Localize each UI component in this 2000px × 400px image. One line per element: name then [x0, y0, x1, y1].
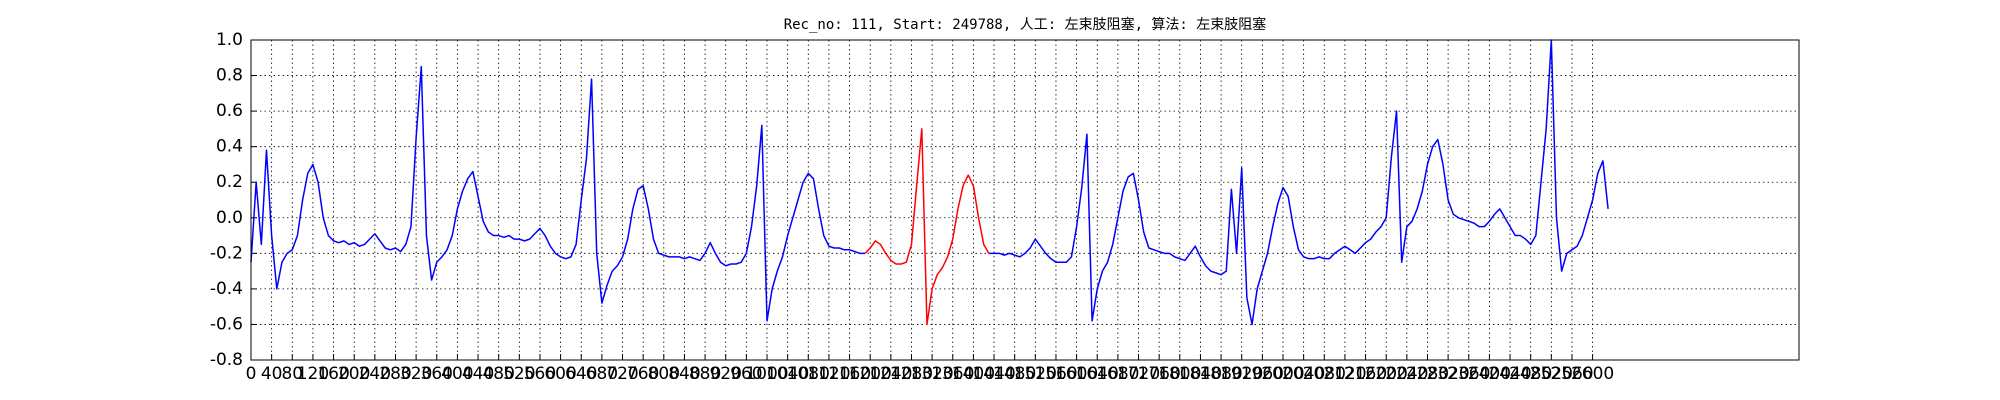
x-tick-label: 1160: [828, 364, 871, 384]
x-tick-label: 880: [689, 364, 721, 384]
x-tick-label: 600: [544, 364, 576, 384]
x-tick-label: 2560: [1550, 364, 1593, 384]
plot-frame: [250, 39, 1800, 361]
x-tick-label: 2200: [1365, 364, 1408, 384]
x-tick-label: 960: [730, 364, 762, 384]
x-tick-label: 2320: [1426, 364, 1469, 384]
x-tick-label: 1480: [993, 364, 1036, 384]
y-tick-label: 0.8: [216, 66, 243, 86]
x-tick-label: 1360: [931, 364, 974, 384]
y-tick-label: -0.4: [210, 279, 243, 299]
x-tick-label: 1120: [807, 364, 850, 384]
x-tick-label: 360: [421, 364, 453, 384]
y-tick-label: -0.2: [210, 243, 243, 263]
x-tick-label: 1960: [1241, 364, 1284, 384]
x-tick-label: 840: [668, 364, 700, 384]
x-tick-label: 320: [400, 364, 432, 384]
y-tick-label: 1.0: [216, 30, 243, 50]
x-tick-label: 560: [524, 364, 556, 384]
x-tick-label: 800: [648, 364, 680, 384]
x-tick-label: 2400: [1468, 364, 1511, 384]
x-tick-label: 1240: [869, 364, 912, 384]
x-tick-label: 2160: [1344, 364, 1387, 384]
x-tick-label: 240: [359, 364, 391, 384]
x-tick-label: 920: [709, 364, 741, 384]
x-tick-label: 720: [606, 364, 638, 384]
x-tick-label: 1720: [1117, 364, 1160, 384]
x-tick-label: 2520: [1530, 364, 1573, 384]
y-tick-label: 0.4: [216, 137, 243, 157]
y-tick-label: 0.2: [216, 172, 243, 192]
x-tick-label: 1640: [1076, 364, 1119, 384]
x-tick-label: 160: [317, 364, 349, 384]
x-tick-label: 80: [281, 364, 303, 384]
y-tick-label: -0.6: [210, 314, 243, 334]
x-tick-label: 2120: [1323, 364, 1366, 384]
x-tick-label: 1320: [910, 364, 953, 384]
x-tick-label: 1600: [1055, 364, 1098, 384]
x-tick-label: 1200: [849, 364, 892, 384]
x-tick-label: 1440: [972, 364, 1015, 384]
x-tick-label: 200: [338, 364, 370, 384]
x-tick-label: 1000: [745, 364, 788, 384]
x-tick-label: 1760: [1138, 364, 1181, 384]
x-tick-label: 2040: [1282, 364, 1325, 384]
x-tick-label: 2080: [1303, 364, 1346, 384]
chart-title: Rec_no: 111, Start: 249788, 人工: 左束肢阻塞, 算…: [784, 16, 1267, 33]
x-tick-label: 2440: [1488, 364, 1531, 384]
x-tick-label: 1080: [787, 364, 830, 384]
x-tick-label: 1520: [1014, 364, 1057, 384]
x-tick-label: 1280: [890, 364, 933, 384]
x-tick-label: 480: [482, 364, 514, 384]
x-tick-label: 120: [297, 364, 329, 384]
x-tick-label: 1800: [1158, 364, 1201, 384]
x-tick-label: 1680: [1096, 364, 1139, 384]
x-tick-label: 1880: [1199, 364, 1242, 384]
x-tick-label: 680: [586, 364, 618, 384]
x-tick-label: 280: [379, 364, 411, 384]
x-tick-label: 2240: [1385, 364, 1428, 384]
y-tick-label: 0.6: [216, 101, 243, 121]
ecg-line: [864, 128, 990, 326]
x-tick-label: 760: [627, 364, 659, 384]
x-tick-label: 1040: [766, 364, 809, 384]
x-tick-label: 640: [565, 364, 597, 384]
x-tick-label: 520: [503, 364, 535, 384]
y-tick-label: -0.8: [210, 350, 243, 370]
ecg-line: [250, 39, 1609, 326]
x-tick-label: 1840: [1179, 364, 1222, 384]
x-tick-label: 2480: [1509, 364, 1552, 384]
x-tick-label: 2000: [1261, 364, 1304, 384]
x-tick-label: 1400: [952, 364, 995, 384]
x-tick-label: 2360: [1447, 364, 1490, 384]
x-tick-label: 440: [462, 364, 494, 384]
x-tick-label: 1920: [1220, 364, 1263, 384]
x-tick-label: 2280: [1406, 364, 1449, 384]
x-tick-label: 2600: [1571, 364, 1614, 384]
y-tick-label: 0.0: [216, 208, 243, 228]
x-tick-label: 400: [441, 364, 473, 384]
x-tick-label: 1560: [1034, 364, 1077, 384]
x-tick-label: 0: [246, 364, 257, 384]
x-tick-label: 40: [261, 364, 283, 384]
